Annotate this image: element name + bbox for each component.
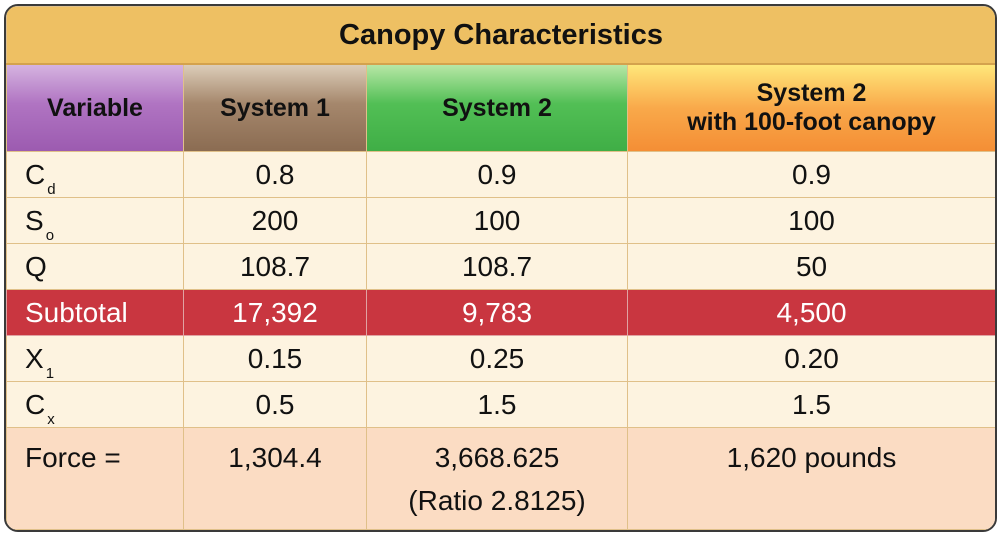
label-x1-main: X xyxy=(25,342,44,374)
cd-system-2: 0.9 xyxy=(366,151,628,198)
so-system-1: 200 xyxy=(183,197,367,244)
force-system-2-value: 3,668.625 xyxy=(434,442,560,473)
canopy-characteristics-table: Canopy Characteristics Variable System 1… xyxy=(6,6,995,530)
cd-system-2-100ft: 0.9 xyxy=(626,151,995,198)
header-system-1: System 1 xyxy=(183,63,367,152)
x1-system-2: 0.25 xyxy=(366,335,628,382)
label-cd-sub: d xyxy=(47,180,56,198)
label-so-main: S xyxy=(25,204,44,236)
so-system-2: 100 xyxy=(366,197,628,244)
canopy-table-frame: Canopy Characteristics Variable System 1… xyxy=(4,4,997,532)
q-system-2-100ft: 50 xyxy=(626,243,995,290)
q-system-1: 108.7 xyxy=(183,243,367,290)
label-cx-main: C xyxy=(25,388,46,420)
subtotal-system-2: 9,783 xyxy=(366,289,628,336)
q-system-2: 108.7 xyxy=(366,243,628,290)
cx-system-1: 0.5 xyxy=(183,381,367,428)
label-subtotal: Subtotal xyxy=(6,289,184,336)
header-variable: Variable xyxy=(6,63,184,152)
label-x1-sub: 1 xyxy=(45,364,55,382)
title-row: Canopy Characteristics xyxy=(6,6,995,65)
label-cx-sub: x xyxy=(47,410,55,428)
subtotal-system-1: 17,392 xyxy=(183,289,367,336)
cx-system-2: 1.5 xyxy=(366,381,628,428)
header-system-2-100ft-line1: System 2 xyxy=(756,79,867,108)
label-q: Q xyxy=(6,243,184,290)
row-q: Q 108.7 108.7 50 xyxy=(6,243,995,290)
header-row: Variable System 1 System 2 System 2 with… xyxy=(6,63,995,152)
header-system-2: System 2 xyxy=(366,63,628,152)
force-system-2-100ft: 1,620 pounds xyxy=(626,427,995,530)
so-system-2-100ft: 100 xyxy=(626,197,995,244)
x1-system-1: 0.15 xyxy=(183,335,367,382)
force-system-2: 3,668.625 (Ratio 2.8125) xyxy=(366,427,628,530)
row-subtotal: Subtotal 17,392 9,783 4,500 xyxy=(6,289,995,336)
force-system-2-ratio: (Ratio 2.8125) xyxy=(408,485,586,517)
table-title: Canopy Characteristics xyxy=(6,6,995,65)
force-system-1: 1,304.4 xyxy=(183,427,367,530)
header-system-2-100ft: System 2 with 100-foot canopy xyxy=(626,63,995,152)
label-force: Force = xyxy=(6,427,184,530)
cx-system-2-100ft: 1.5 xyxy=(626,381,995,428)
cd-system-1: 0.8 xyxy=(183,151,367,198)
x1-system-2-100ft: 0.20 xyxy=(626,335,995,382)
row-force: Force = 1,304.4 3,668.625 (Ratio 2.8125)… xyxy=(6,427,995,530)
label-so-sub: o xyxy=(45,226,55,244)
subtotal-system-2-100ft: 4,500 xyxy=(626,289,995,336)
label-cd-main: C xyxy=(25,158,46,190)
header-system-2-100ft-line2: with 100-foot canopy xyxy=(687,108,936,136)
